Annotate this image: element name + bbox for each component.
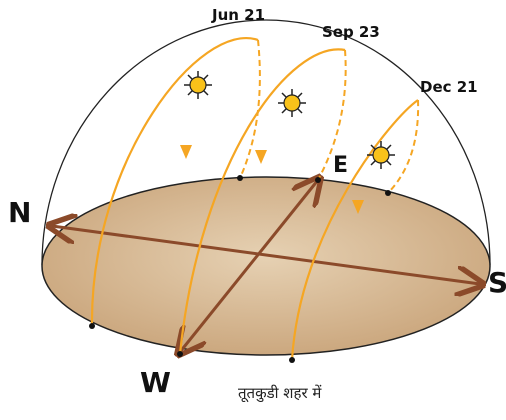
caption: तूतकुडी शहर में <box>238 384 322 403</box>
sun-sep <box>278 89 306 117</box>
east-label: E <box>333 153 348 178</box>
jun-label: Jun 21 <box>211 6 265 24</box>
west-label: W <box>140 366 171 399</box>
north-label: N <box>8 196 31 229</box>
south-label: S <box>488 266 506 299</box>
sep-arrow <box>255 150 267 164</box>
dec-label: Dec 21 <box>420 78 478 96</box>
ground-plane <box>42 177 490 355</box>
diagram: Jun 21 Sep 23 Dec 21 N E S W तूतकुडी शहर… <box>0 0 506 420</box>
sun-dec <box>367 141 395 169</box>
sep-label: Sep 23 <box>322 23 380 41</box>
jun-hidden-path <box>240 40 260 178</box>
jun-arrow <box>180 145 192 159</box>
page: Jun 21 Sep 23 Dec 21 N E S W तूतकुडी शहर… <box>0 0 506 420</box>
sun-jun <box>184 71 212 99</box>
